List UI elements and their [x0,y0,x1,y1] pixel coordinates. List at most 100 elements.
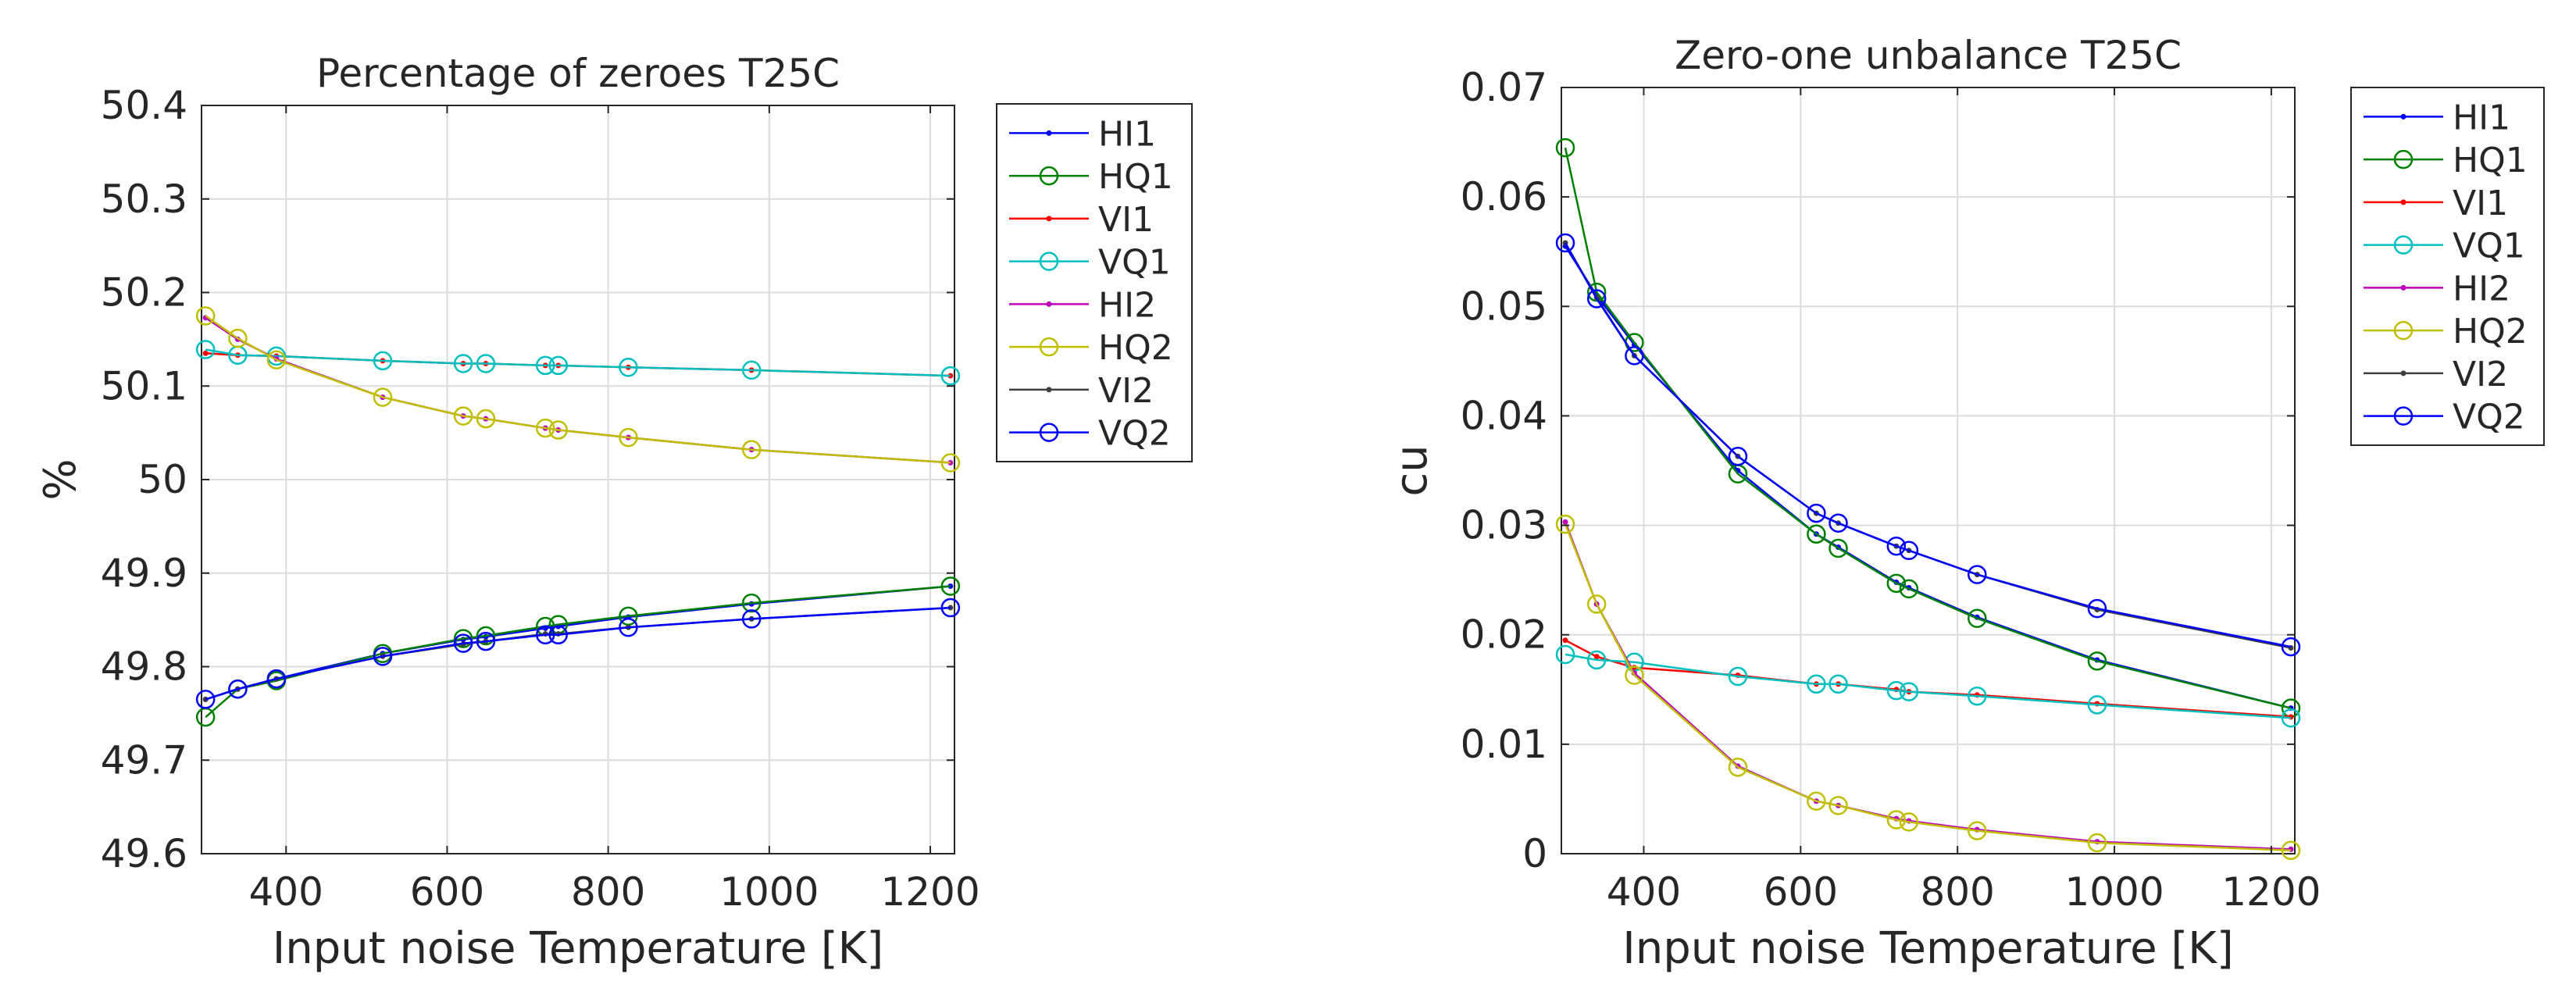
data-point [1728,758,1748,777]
data-point [1555,644,1575,665]
data-point [476,408,496,429]
y-tick-label: 49.7 [101,737,187,783]
data-point [2087,598,2107,619]
data-point [228,679,248,699]
y-tick-label: 0.02 [1461,612,1547,658]
data-point [1807,503,1826,523]
legend-label: HQ1 [1098,157,1173,197]
y-tick-label: 0.05 [1461,284,1547,329]
legend-label: HI1 [1098,114,1156,154]
y-tick-label: 49.6 [101,831,187,876]
legend-label: VQ2 [2453,398,2525,437]
data-point [940,366,961,386]
series-line [1564,242,2292,648]
legend-item-hq1: HQ1 [1009,157,1173,197]
legend-item-hi2: HI2 [1009,285,1156,325]
legend-swatch-marker [2393,149,2414,169]
y-tick-label: 0 [1522,831,1547,876]
data-point [1899,682,1919,701]
data-point [1728,666,1748,687]
data-point [1899,812,1919,832]
axes-frame [1561,87,2296,854]
data-point [453,629,473,648]
legend-swatch-marker [1046,387,1052,393]
data-point [476,354,496,373]
data-point [947,583,954,590]
series-hq2 [195,306,961,473]
data-point [1728,447,1748,466]
series-line [1565,653,2292,719]
data-point [1586,289,1607,309]
y-axis-label: cu [1386,444,1437,496]
data-point [1625,346,1644,366]
data-point [373,351,393,371]
data-point [373,387,393,407]
data-point [1886,810,1907,829]
data-point [1807,791,1826,811]
data-point [1586,650,1607,670]
data-point [535,355,555,376]
ticks-layer: 400 600 800 1000 1200 49.6 49.7 49.8 49.9 50 50.1 5… [101,83,980,915]
data-point [619,358,638,377]
x-tick-label: 600 [1764,869,1838,915]
data-point [1829,796,1848,815]
legend-label: HQ2 [1098,328,1173,368]
series-vq2 [1555,233,2301,657]
legend-label: VI1 [2453,184,2508,223]
data-point [1886,573,1907,594]
legend-swatch-marker [1039,337,1059,357]
legend-swatch-marker [2393,235,2414,255]
ticks-layer: 400 600 800 1000 1200 0 0.01 0.02 0.03 0.04 0.05 0.… [1461,65,2321,915]
legend-label: HQ1 [2453,141,2528,180]
data-point [940,598,961,618]
data-point [940,453,961,473]
x-tick-label: 1000 [719,869,819,915]
data-point [1555,137,1575,158]
data-point [548,355,568,376]
data-point [453,633,473,653]
chart-title: Percentage of zeroes T25C [316,51,840,96]
data-point [1829,674,1848,694]
x-tick-label: 400 [249,869,323,915]
data-point [1886,536,1907,556]
legend-swatch-marker [1039,166,1059,186]
data-point [548,625,568,645]
data-point [2087,695,2107,715]
data-point [1562,519,1568,525]
y-tick-label: 50.1 [101,363,187,408]
data-point [195,690,216,709]
x-tick-label: 1200 [880,869,979,915]
x-tick-label: 800 [571,869,645,915]
series-vq1 [1555,644,2301,728]
x-axis-label: Input noise Temperature [K] [273,923,884,974]
y-tick-label: 50.3 [101,177,187,222]
series-line [205,315,951,464]
y-tick-label: 50 [137,457,187,502]
legend-swatch-marker [1046,216,1052,222]
y-tick-label: 0.07 [1461,65,1547,110]
axes-box [1561,87,2296,854]
legend-box [2350,87,2545,446]
legend-swatch-marker [1039,423,1059,442]
legend-item-vi1: VI1 [2364,184,2508,223]
data-point [1968,686,1987,706]
chart-percentage-zeroes: 400 600 800 1000 1200 49.6 49.7 49.8 49.9 50 50.1 5… [35,51,1193,974]
legend-label: HI2 [1098,285,1156,325]
series-hq2 [1555,514,2301,861]
data-point [1829,538,1848,558]
data-point [947,605,954,611]
data-point [535,418,555,438]
data-point [947,459,954,466]
data-point [476,626,496,646]
series-layer [195,306,961,727]
data-point [2281,708,2301,728]
y-tick-label: 50.4 [101,83,187,128]
data-point [741,593,762,613]
x-tick-label: 600 [410,869,484,915]
chart-zero-one-unbalance: 400 600 800 1000 1200 0 0.01 0.02 0.03 0.04 0.05 0.… [1386,33,2545,974]
axes-background [1561,87,2295,854]
series-line [1564,523,2292,852]
data-point [1807,524,1826,544]
legend-item-vi2: VI2 [1009,371,1154,411]
